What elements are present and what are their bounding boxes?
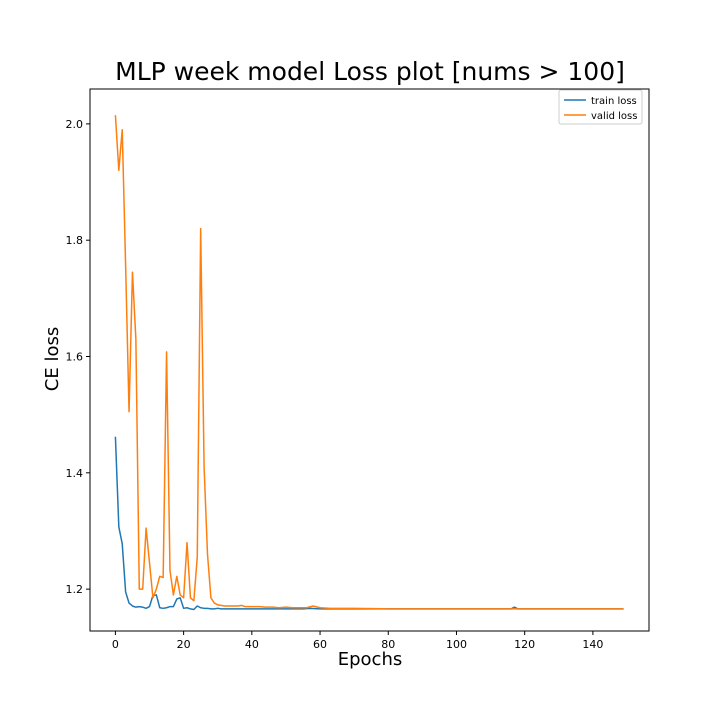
plot-area — [89, 88, 650, 632]
y-tick-label: 2.0 — [66, 118, 84, 131]
x-tick-label: 140 — [582, 638, 603, 651]
x-tick-label: 0 — [112, 638, 119, 651]
x-axis-ticks: 0 20 40 60 80 100 120 140 — [112, 631, 603, 651]
series-line-train-loss — [114, 436, 624, 611]
y-tick-label: 1.2 — [66, 583, 84, 596]
x-tick-label: 120 — [514, 638, 535, 651]
y-tick-label: 1.8 — [66, 234, 84, 247]
x-tick-label: 20 — [177, 638, 191, 651]
x-tick-label: 40 — [245, 638, 259, 651]
series-line-valid-loss — [114, 115, 624, 610]
y-axis-label: CE loss — [42, 327, 63, 391]
x-tick-label: 80 — [381, 638, 395, 651]
y-axis-ticks: 1.2 1.4 1.6 1.8 2.0 — [66, 118, 90, 596]
legend: train loss valid loss — [558, 89, 643, 125]
plot-frame — [89, 88, 650, 632]
x-axis-label: Epochs — [338, 649, 403, 670]
x-tick-label: 60 — [313, 638, 327, 651]
chart-title: MLP week model Loss plot [nums > 100] — [115, 57, 625, 86]
y-tick-label: 1.4 — [66, 467, 84, 480]
series-layer — [114, 115, 624, 611]
y-tick-label: 1.6 — [66, 351, 84, 364]
x-tick-label: 100 — [446, 638, 467, 651]
legend-label-train-loss: train loss — [591, 96, 637, 107]
legend-label-valid-loss: valid loss — [591, 111, 637, 122]
